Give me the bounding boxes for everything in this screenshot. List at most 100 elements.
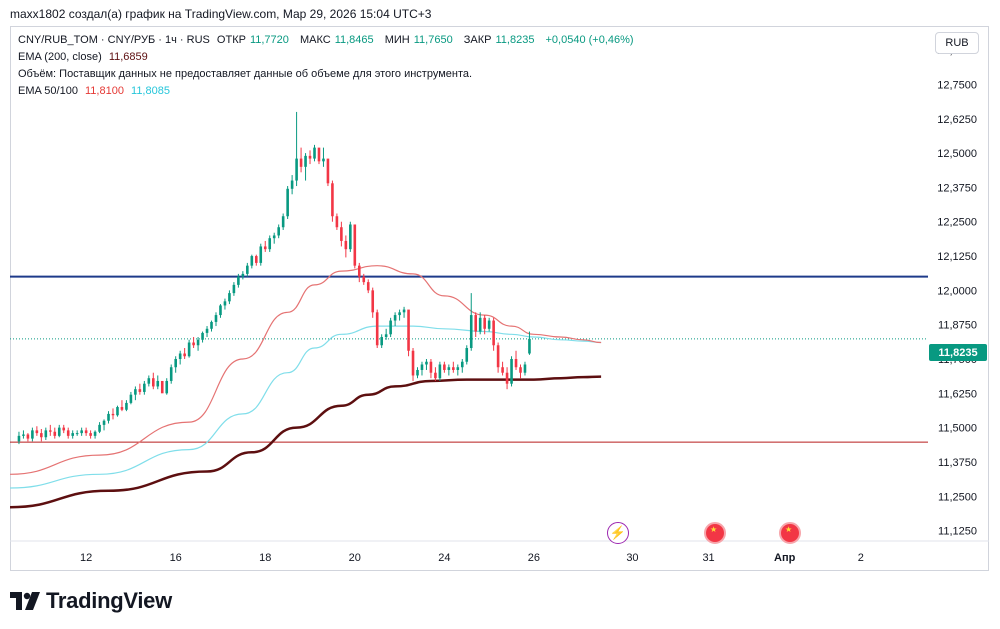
candle-body — [49, 430, 52, 432]
open-value: 11,7720 — [249, 34, 289, 46]
ema100-line[interactable] — [10, 325, 602, 489]
x-tick-label: 20 — [349, 552, 361, 564]
candle — [237, 273, 240, 288]
y-tick-label: 11,6250 — [938, 388, 977, 400]
candle — [214, 312, 218, 327]
candle-body — [402, 309, 406, 313]
candle-body — [519, 367, 522, 373]
candle — [201, 331, 204, 343]
candle-body — [411, 350, 415, 376]
candle-body — [138, 389, 142, 392]
candle-body — [299, 158, 303, 167]
candle — [268, 235, 272, 252]
candle-body — [425, 361, 428, 365]
candle — [281, 213, 285, 230]
candle — [205, 326, 209, 338]
candle-body — [366, 282, 370, 291]
y-tick-label: 12,3750 — [937, 182, 977, 194]
candle-body — [210, 321, 213, 329]
legend-symbol[interactable]: CNY/RUB_TOM · CNY/РУБ · 1ч · RUS — [18, 34, 210, 46]
candle — [425, 358, 428, 370]
candle-body — [528, 338, 531, 354]
candle — [232, 282, 236, 296]
candle — [165, 378, 169, 395]
candle-body — [420, 364, 424, 370]
candle-body — [322, 158, 325, 162]
attribution-text: maxx1802 создал(а) график на TradingView… — [10, 7, 432, 21]
candle — [429, 358, 433, 379]
candle — [75, 430, 79, 436]
ema50-value: 11,8100 — [85, 85, 124, 97]
candle-body — [165, 380, 169, 394]
ema200-line[interactable] — [10, 375, 602, 509]
candle — [40, 428, 43, 442]
candle-body — [290, 180, 294, 189]
candle — [380, 334, 383, 349]
candle — [107, 411, 110, 424]
candle-body — [268, 238, 272, 250]
candle-body — [429, 361, 433, 373]
candle-body — [214, 315, 218, 322]
candle — [147, 375, 151, 387]
candle — [116, 405, 119, 417]
candle-body — [62, 427, 66, 431]
candle-body — [304, 155, 307, 167]
china-flag-event-icon[interactable] — [779, 522, 801, 544]
y-tick-label: 11,8750 — [938, 320, 977, 332]
logo-text: TradingView — [46, 588, 172, 613]
candle — [344, 235, 348, 258]
candle — [151, 372, 155, 390]
candle — [53, 427, 57, 439]
y-tick-label: 12,6250 — [937, 114, 977, 126]
candle-body — [116, 407, 119, 416]
candle-body — [237, 276, 240, 285]
candle-body — [272, 235, 276, 239]
candle-body — [375, 312, 379, 346]
candle — [246, 262, 249, 277]
candle — [22, 430, 25, 439]
candle — [111, 408, 115, 420]
candle — [492, 317, 495, 351]
candle — [353, 224, 357, 269]
candle — [393, 312, 397, 327]
currency-button[interactable]: RUB — [935, 32, 979, 54]
china-flag-event-icon[interactable] — [704, 522, 726, 544]
candle-body — [120, 407, 124, 410]
x-tick-label: 2 — [858, 552, 864, 564]
candle-body — [53, 431, 57, 436]
candle-body — [438, 364, 442, 379]
candle — [366, 279, 370, 294]
legend-ema200[interactable]: EMA (200, close) 11,6859 — [18, 51, 152, 63]
candle — [340, 221, 343, 247]
candle — [143, 380, 146, 395]
candle-body — [125, 402, 128, 410]
y-tick-label: 11,1250 — [938, 526, 977, 538]
candle-body — [129, 394, 133, 403]
candle — [460, 358, 464, 373]
candle — [178, 350, 182, 365]
candle — [277, 224, 280, 239]
candle — [478, 312, 482, 335]
legend-ema-pair[interactable]: EMA 50/100 11,8100 11,8085 — [18, 85, 174, 97]
candle — [290, 175, 294, 195]
candle-body — [250, 256, 254, 266]
candle — [308, 150, 312, 165]
volume-note: Объём: Поставщик данных не предоставляет… — [18, 68, 473, 80]
candle — [31, 427, 34, 442]
candle-body — [281, 216, 285, 228]
candle — [254, 254, 258, 266]
candle — [134, 386, 137, 401]
candle-body — [201, 332, 204, 340]
candle — [317, 147, 321, 165]
x-tick-label: 31 — [702, 552, 714, 564]
candle-body — [452, 367, 455, 370]
ema50-line[interactable] — [10, 265, 602, 475]
candle — [407, 309, 410, 357]
candle — [349, 221, 352, 252]
lightning-event-icon[interactable]: ⚡ — [607, 522, 629, 544]
candle-body — [505, 372, 509, 384]
candle — [219, 304, 222, 318]
candle-body — [219, 305, 222, 316]
candle-body — [398, 312, 401, 316]
chart-area[interactable]: 12,875012,750012,625012,500012,375012,25… — [10, 26, 989, 571]
